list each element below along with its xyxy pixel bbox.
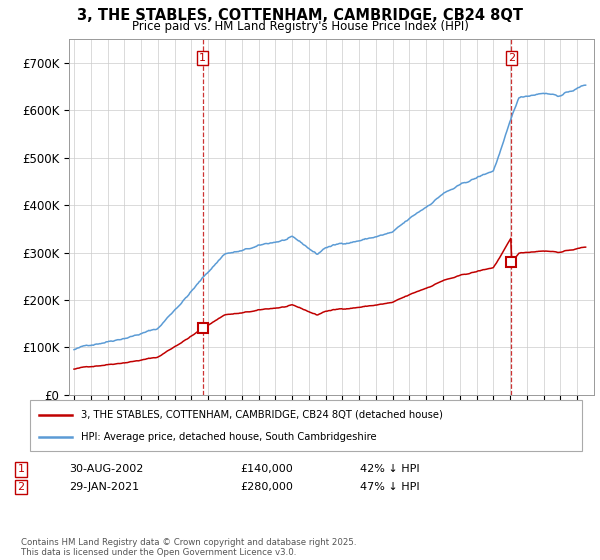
Text: 3, THE STABLES, COTTENHAM, CAMBRIDGE, CB24 8QT: 3, THE STABLES, COTTENHAM, CAMBRIDGE, CB… [77,8,523,24]
Text: Contains HM Land Registry data © Crown copyright and database right 2025.
This d: Contains HM Land Registry data © Crown c… [21,538,356,557]
Text: 47% ↓ HPI: 47% ↓ HPI [360,482,419,492]
Text: 1: 1 [17,464,25,474]
Text: 29-JAN-2021: 29-JAN-2021 [69,482,139,492]
Text: 2: 2 [17,482,25,492]
Text: 2: 2 [508,53,515,63]
Text: HPI: Average price, detached house, South Cambridgeshire: HPI: Average price, detached house, Sout… [81,432,377,442]
Text: 30-AUG-2002: 30-AUG-2002 [69,464,143,474]
Text: Price paid vs. HM Land Registry's House Price Index (HPI): Price paid vs. HM Land Registry's House … [131,20,469,32]
Text: 3, THE STABLES, COTTENHAM, CAMBRIDGE, CB24 8QT (detached house): 3, THE STABLES, COTTENHAM, CAMBRIDGE, CB… [81,409,443,419]
Text: £140,000: £140,000 [240,464,293,474]
Text: 1: 1 [199,53,206,63]
Text: £280,000: £280,000 [240,482,293,492]
Text: 42% ↓ HPI: 42% ↓ HPI [360,464,419,474]
